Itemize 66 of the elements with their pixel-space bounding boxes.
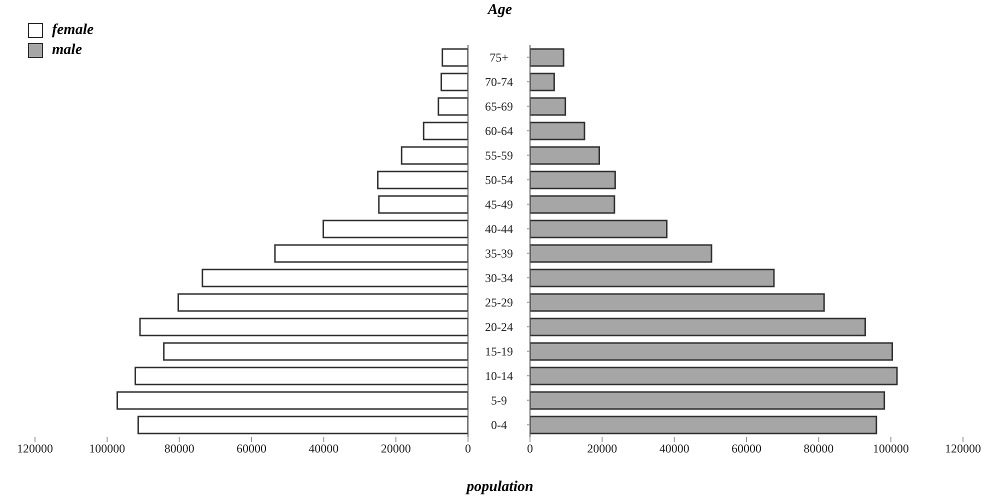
- x-tick-label: 60000: [732, 442, 762, 456]
- bar: [530, 293, 825, 312]
- bar: [530, 146, 600, 165]
- y-tick-label: 60-64: [485, 124, 513, 138]
- bar: [178, 293, 468, 312]
- y-tick-label: 50-54: [485, 173, 513, 188]
- y-tick-label: 10-14: [485, 369, 513, 384]
- bar: [530, 318, 866, 336]
- text: male: [52, 42, 82, 58]
- x-tick-label: 0: [465, 442, 471, 456]
- bar: [530, 391, 886, 410]
- bar: [378, 195, 468, 214]
- bar: [134, 366, 468, 386]
- bar: [377, 170, 468, 190]
- bar: [442, 48, 468, 67]
- x-tick-label: 20000: [587, 442, 618, 456]
- bar: [116, 391, 468, 410]
- x-tick-label: 100000: [89, 442, 126, 456]
- y-tick-label: 20-24: [485, 320, 513, 334]
- y-tick-label: 15-19: [485, 344, 513, 359]
- x-axis-title: population: [464, 479, 534, 496]
- bar: [530, 122, 586, 140]
- x-tick-label: 20000: [380, 442, 411, 456]
- bar: [438, 97, 468, 116]
- x-tick-label: 80000: [804, 442, 834, 456]
- bar: [530, 342, 894, 361]
- x-tick-label: 0: [527, 442, 533, 456]
- chart-title: Age: [486, 2, 514, 19]
- y-tick-label: 5-9: [491, 394, 507, 408]
- y-tick-label: 70-74: [485, 75, 513, 90]
- y-tick-label: 45-49: [485, 198, 513, 212]
- bar: [530, 97, 566, 116]
- bar: [163, 342, 468, 361]
- bar: [202, 268, 468, 288]
- x-tick-label: 120000: [945, 442, 981, 456]
- bar: [530, 48, 564, 67]
- bar: [530, 170, 616, 190]
- y-tick-label: 75+: [490, 50, 509, 65]
- bar: [530, 268, 775, 288]
- y-tick-label: 55-59: [485, 148, 513, 163]
- bar: [422, 122, 468, 140]
- x-tick-label: 120000: [17, 442, 53, 456]
- y-tick-label: 0-4: [491, 418, 507, 432]
- bar: [274, 244, 468, 263]
- y-tick-label: 30-34: [485, 271, 513, 286]
- x-tick-label: 40000: [308, 442, 339, 456]
- bar: [530, 244, 712, 263]
- bar: [530, 195, 616, 214]
- y-tick-label: 65-69: [485, 100, 513, 114]
- x-tick-label: 60000: [236, 442, 266, 456]
- bar: [139, 318, 468, 336]
- bar: [440, 72, 468, 92]
- bar: [530, 72, 555, 92]
- y-tick-label: 35-39: [485, 246, 513, 261]
- legend-label: female: [52, 22, 94, 38]
- bar: [400, 146, 468, 165]
- bar: [322, 220, 468, 238]
- x-tick-label: 100000: [872, 442, 909, 456]
- bar: [530, 220, 668, 238]
- x-tick-label: 80000: [164, 442, 194, 456]
- bar: [530, 366, 898, 386]
- y-tick-label: 40-44: [485, 222, 513, 236]
- bar: [530, 416, 878, 434]
- x-tick-label: 40000: [659, 442, 690, 456]
- y-tick-label: 25-29: [485, 296, 513, 310]
- bar: [137, 416, 468, 434]
